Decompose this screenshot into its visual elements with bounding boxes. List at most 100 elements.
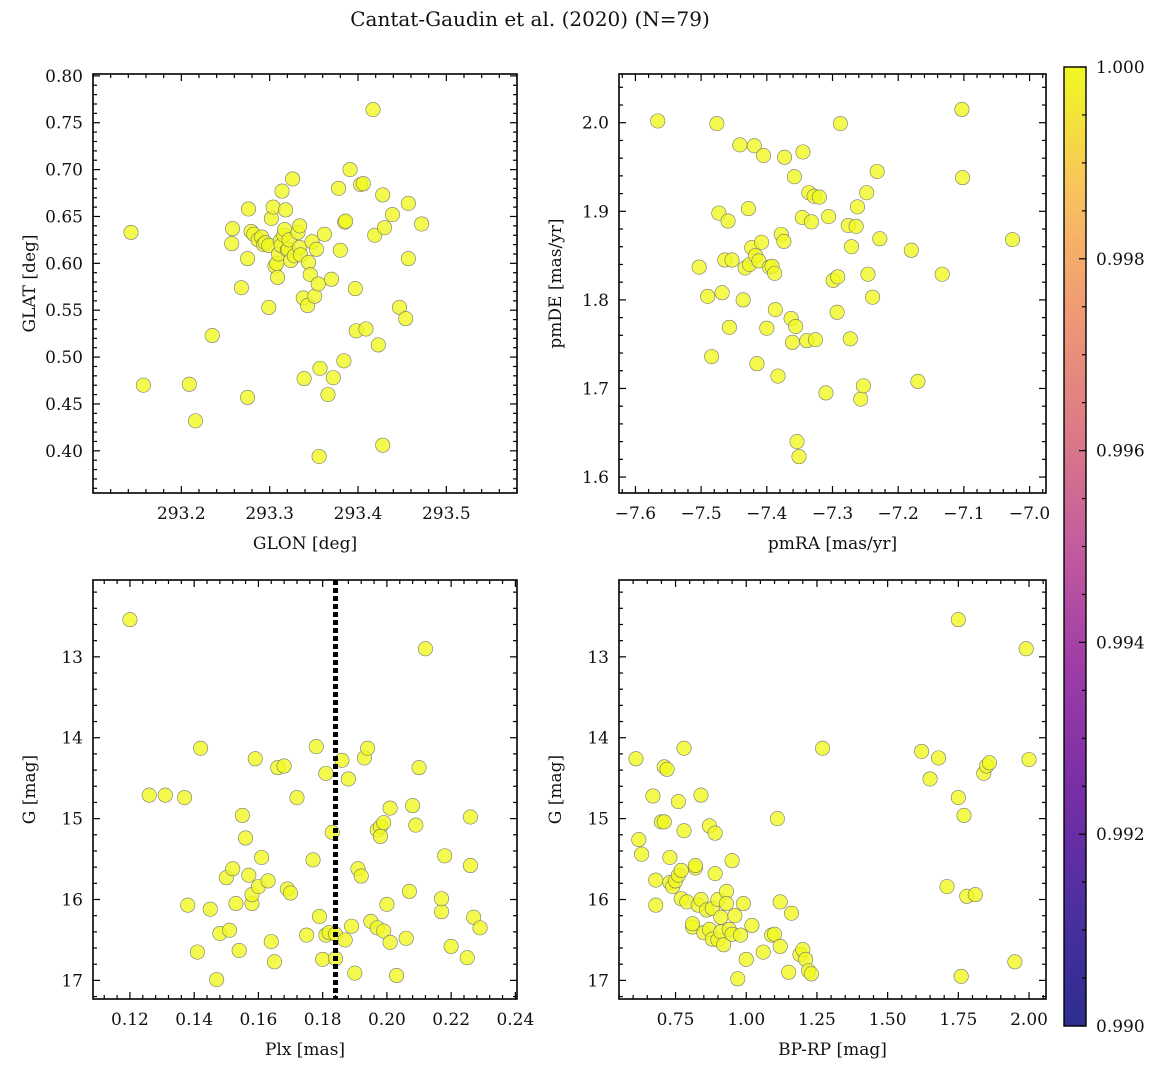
x-tick-label: −7.4	[746, 504, 787, 524]
data-point	[709, 116, 725, 132]
data-point	[375, 187, 391, 203]
data-point	[292, 218, 308, 234]
data-point	[141, 787, 157, 803]
y-tick-label: 0.50	[45, 348, 83, 368]
data-point	[228, 896, 244, 912]
data-point	[648, 872, 664, 888]
data-point	[727, 908, 743, 924]
data-point	[340, 771, 356, 787]
x-tick-label: −7.3	[812, 504, 853, 524]
data-point	[355, 176, 371, 192]
data-point	[224, 236, 240, 252]
y-tick-label: 14	[587, 729, 609, 749]
data-point	[914, 743, 930, 759]
y-tick-label: 16	[61, 891, 83, 911]
data-point	[821, 209, 837, 225]
data-points	[650, 101, 1020, 465]
data-point	[772, 894, 788, 910]
data-point	[299, 927, 315, 943]
x-tick-label: 2.00	[1010, 1010, 1048, 1030]
data-point	[254, 849, 270, 865]
data-point	[685, 916, 701, 932]
data-point	[1007, 954, 1023, 970]
data-point	[401, 883, 417, 899]
data-point	[1021, 752, 1037, 768]
data-point	[815, 740, 831, 756]
data-point	[417, 641, 433, 657]
y-tick-label: 1.8	[582, 291, 609, 311]
colorbar-tick-label: 1.000	[1096, 58, 1145, 78]
data-point	[910, 373, 926, 389]
data-point	[869, 163, 885, 179]
data-point	[310, 276, 326, 292]
y-tick-label: 13	[61, 648, 83, 668]
data-points	[123, 102, 430, 464]
data-point	[187, 413, 203, 429]
x-tick-label: 0.22	[432, 1010, 470, 1030]
data-point	[732, 137, 748, 153]
data-point	[189, 944, 205, 960]
data-point	[181, 376, 197, 392]
data-point	[266, 954, 282, 970]
panel-1: 293.2 293.3 293.4 293.5 0.40 0.45 0.50 0.55 0.60…	[20, 67, 518, 554]
data-point	[411, 760, 427, 776]
data-point	[408, 817, 424, 833]
data-point	[818, 385, 834, 401]
data-point	[285, 171, 301, 187]
data-point	[830, 269, 846, 285]
data-points	[628, 612, 1037, 987]
data-point	[755, 944, 771, 960]
x-tick-label: 0.14	[175, 1010, 213, 1030]
y-tick-label: 14	[61, 729, 83, 749]
x-tick-label: 293.2	[157, 504, 206, 524]
y-tick-label: 2.0	[582, 114, 609, 134]
data-point	[700, 288, 716, 304]
data-point	[738, 951, 754, 967]
data-point	[459, 950, 475, 966]
data-point	[950, 790, 966, 806]
data-point	[781, 964, 797, 980]
data-point	[372, 828, 388, 844]
data-point	[193, 740, 209, 756]
data-point	[967, 887, 983, 903]
data-point	[311, 908, 327, 924]
data-point	[848, 218, 864, 234]
data-point	[240, 201, 256, 217]
data-point	[375, 437, 391, 453]
data-point	[659, 761, 675, 777]
data-point	[735, 292, 751, 308]
data-point	[714, 285, 730, 301]
data-point	[276, 758, 292, 774]
data-point	[347, 281, 363, 297]
data-point	[382, 934, 398, 950]
data-point	[241, 867, 257, 883]
panel-2: −7.6 −7.5 −7.4 −7.3 −7.2 −7.1 −7.0 1.6 1.7 1.8 1.9…	[546, 73, 1050, 554]
data-point	[240, 251, 256, 267]
x-tick-label: 1.00	[727, 1010, 765, 1030]
data-point	[233, 280, 249, 296]
data-point	[231, 942, 247, 958]
data-point	[795, 144, 811, 160]
data-point	[1018, 641, 1034, 657]
data-point	[777, 149, 793, 165]
x-tick-label: 0.16	[239, 1010, 277, 1030]
data-point	[332, 242, 348, 258]
data-point	[204, 328, 220, 344]
data-point	[953, 968, 969, 984]
y-axis-label: pmDE [mas/yr]	[546, 218, 566, 348]
x-axis-label: Plx [mas]	[265, 1040, 345, 1060]
y-tick-label: 0.55	[45, 301, 83, 321]
data-point	[434, 904, 450, 920]
x-tick-label: 1.75	[939, 1010, 977, 1030]
data-point	[263, 934, 279, 950]
data-points	[122, 612, 488, 988]
data-point	[981, 755, 997, 771]
axes-frame	[618, 579, 1047, 1000]
data-point	[462, 858, 478, 874]
data-point	[318, 765, 334, 781]
y-tick-label: 0.80	[45, 67, 83, 87]
y-tick-label: 0.70	[45, 161, 83, 181]
data-point	[370, 337, 386, 353]
data-point	[234, 807, 250, 823]
data-point	[353, 868, 369, 884]
